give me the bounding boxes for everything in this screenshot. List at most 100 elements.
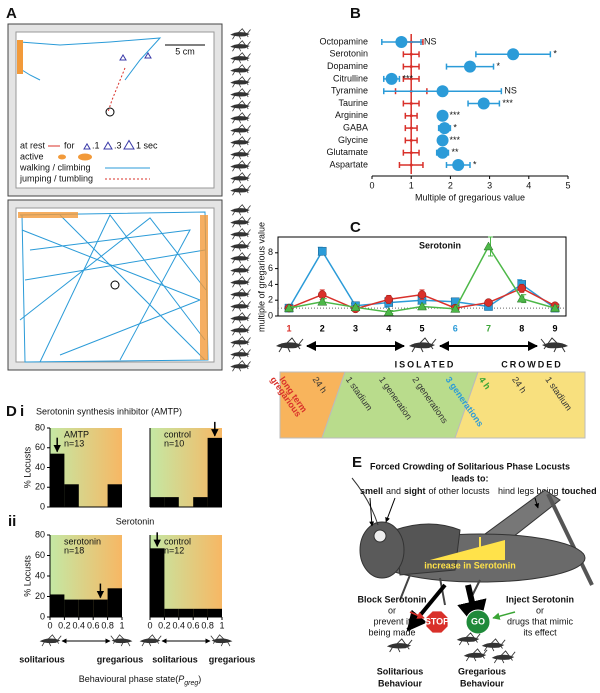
diagram-text-part: sight <box>404 486 426 496</box>
dot <box>409 163 413 167</box>
dot <box>438 122 451 135</box>
y-tick-label: 80 <box>35 529 45 539</box>
diagram-label: Behaviour <box>378 678 423 688</box>
x-axis-label-part: ) <box>198 674 201 684</box>
diagram-text: or <box>536 605 544 615</box>
signal-triangle <box>430 540 505 560</box>
x-axis-label: Behavioural phase state(Pgreg) <box>79 674 202 686</box>
scale-label: 5 cm <box>175 46 195 56</box>
pole-label: gregarious <box>209 654 256 664</box>
y-tick-label: 40 <box>35 570 45 580</box>
timeline-bg <box>454 371 586 439</box>
locust-icon <box>229 136 251 148</box>
bar <box>107 588 122 617</box>
locust-icon <box>229 52 251 64</box>
x-tick-label: 0.8 <box>201 620 214 630</box>
significance-label: *** <box>449 110 460 120</box>
marker <box>318 246 327 256</box>
active-blob <box>200 215 208 360</box>
dot <box>409 126 413 130</box>
significance-label: *** <box>402 73 413 83</box>
pole-label: gregarious <box>97 654 144 664</box>
x-tick-label: 0.8 <box>101 620 114 630</box>
bar <box>50 453 65 507</box>
x-tick-label: 0.4 <box>73 620 86 630</box>
y-tick-label: Taurine <box>338 98 368 108</box>
significance-label: *** <box>449 135 460 145</box>
panel-label: E <box>352 454 362 471</box>
x-axis-label-part: P <box>178 674 184 684</box>
diagram-label: increase in Serotonin <box>424 560 516 570</box>
bar <box>207 608 222 617</box>
marker <box>350 302 361 312</box>
diagram-text-part: smell <box>360 486 383 496</box>
x-tick-label: 0 <box>47 620 52 630</box>
start-marker <box>110 280 120 290</box>
dot <box>409 65 413 69</box>
dot <box>395 36 408 48</box>
rest-marker <box>119 54 127 61</box>
legend-text: .1 <box>92 140 100 150</box>
x-tick-label: 5 <box>565 180 570 190</box>
dot <box>477 97 490 110</box>
marker <box>517 284 526 293</box>
dot <box>436 134 449 147</box>
diagram-text: Block Serotonin <box>357 594 426 604</box>
panel-label: ii <box>8 513 16 530</box>
bar <box>150 548 165 617</box>
x-axis-label-part: greg <box>184 680 198 687</box>
phase-label: ISOLATED <box>395 359 456 369</box>
bar <box>193 497 208 507</box>
locust-icon <box>275 337 304 353</box>
y-tick-label: 2 <box>268 295 273 305</box>
locust-head <box>359 521 405 579</box>
track <box>24 249 206 281</box>
annotation: control <box>164 536 191 546</box>
y-axis-label: % Locusts <box>22 555 32 597</box>
locust-icon <box>229 288 251 300</box>
locust-icon <box>229 300 251 312</box>
locust-icon <box>210 634 233 647</box>
y-tick-label: 0 <box>40 611 45 621</box>
panel-label: C <box>350 219 361 236</box>
x-tick-label: 4 <box>386 323 391 333</box>
locust-icon <box>408 337 437 353</box>
x-tick-label: 3 <box>353 323 358 333</box>
locust-icon <box>229 360 251 372</box>
locust-icon <box>229 124 251 136</box>
dot <box>464 60 476 73</box>
track <box>19 217 207 321</box>
locust-icon <box>463 648 488 662</box>
pointer <box>369 497 375 527</box>
marker <box>417 301 427 311</box>
dot <box>507 48 520 61</box>
y-tick-label: Dopamine <box>327 61 368 71</box>
legend-text: at rest <box>20 140 46 150</box>
locust-icon <box>229 40 251 52</box>
diagram-text: smell and sight of other locusts <box>360 486 490 496</box>
x-tick-label: 0.4 <box>173 620 186 630</box>
x-tick-label: 1 <box>119 620 124 630</box>
locust-icon <box>110 634 133 647</box>
inject-arrow <box>492 611 516 620</box>
plot-frame <box>277 236 567 317</box>
x-tick-label: 0.2 <box>58 620 71 630</box>
chart-title: Serotonin <box>419 240 461 250</box>
arena-floor <box>15 31 215 189</box>
bar <box>64 484 79 507</box>
y-tick-label: 6 <box>268 263 273 273</box>
significance-label: NS <box>424 36 437 46</box>
y-tick-label: Tyramine <box>331 86 368 96</box>
x-axis-label-part: Behavioural phase state( <box>79 674 179 684</box>
section-title: Serotonin synthesis inhibitor (AMTP) <box>36 406 182 416</box>
locust-icon <box>229 276 251 288</box>
locust-icon <box>229 264 251 276</box>
diagram-text: drugs that mimic <box>507 616 574 626</box>
panel-label: A <box>6 5 17 22</box>
x-tick-label: 6 <box>453 323 458 333</box>
marker <box>284 303 294 312</box>
legend-triangle <box>83 142 91 150</box>
legend-blob <box>58 154 66 160</box>
locust-icon <box>229 160 251 172</box>
